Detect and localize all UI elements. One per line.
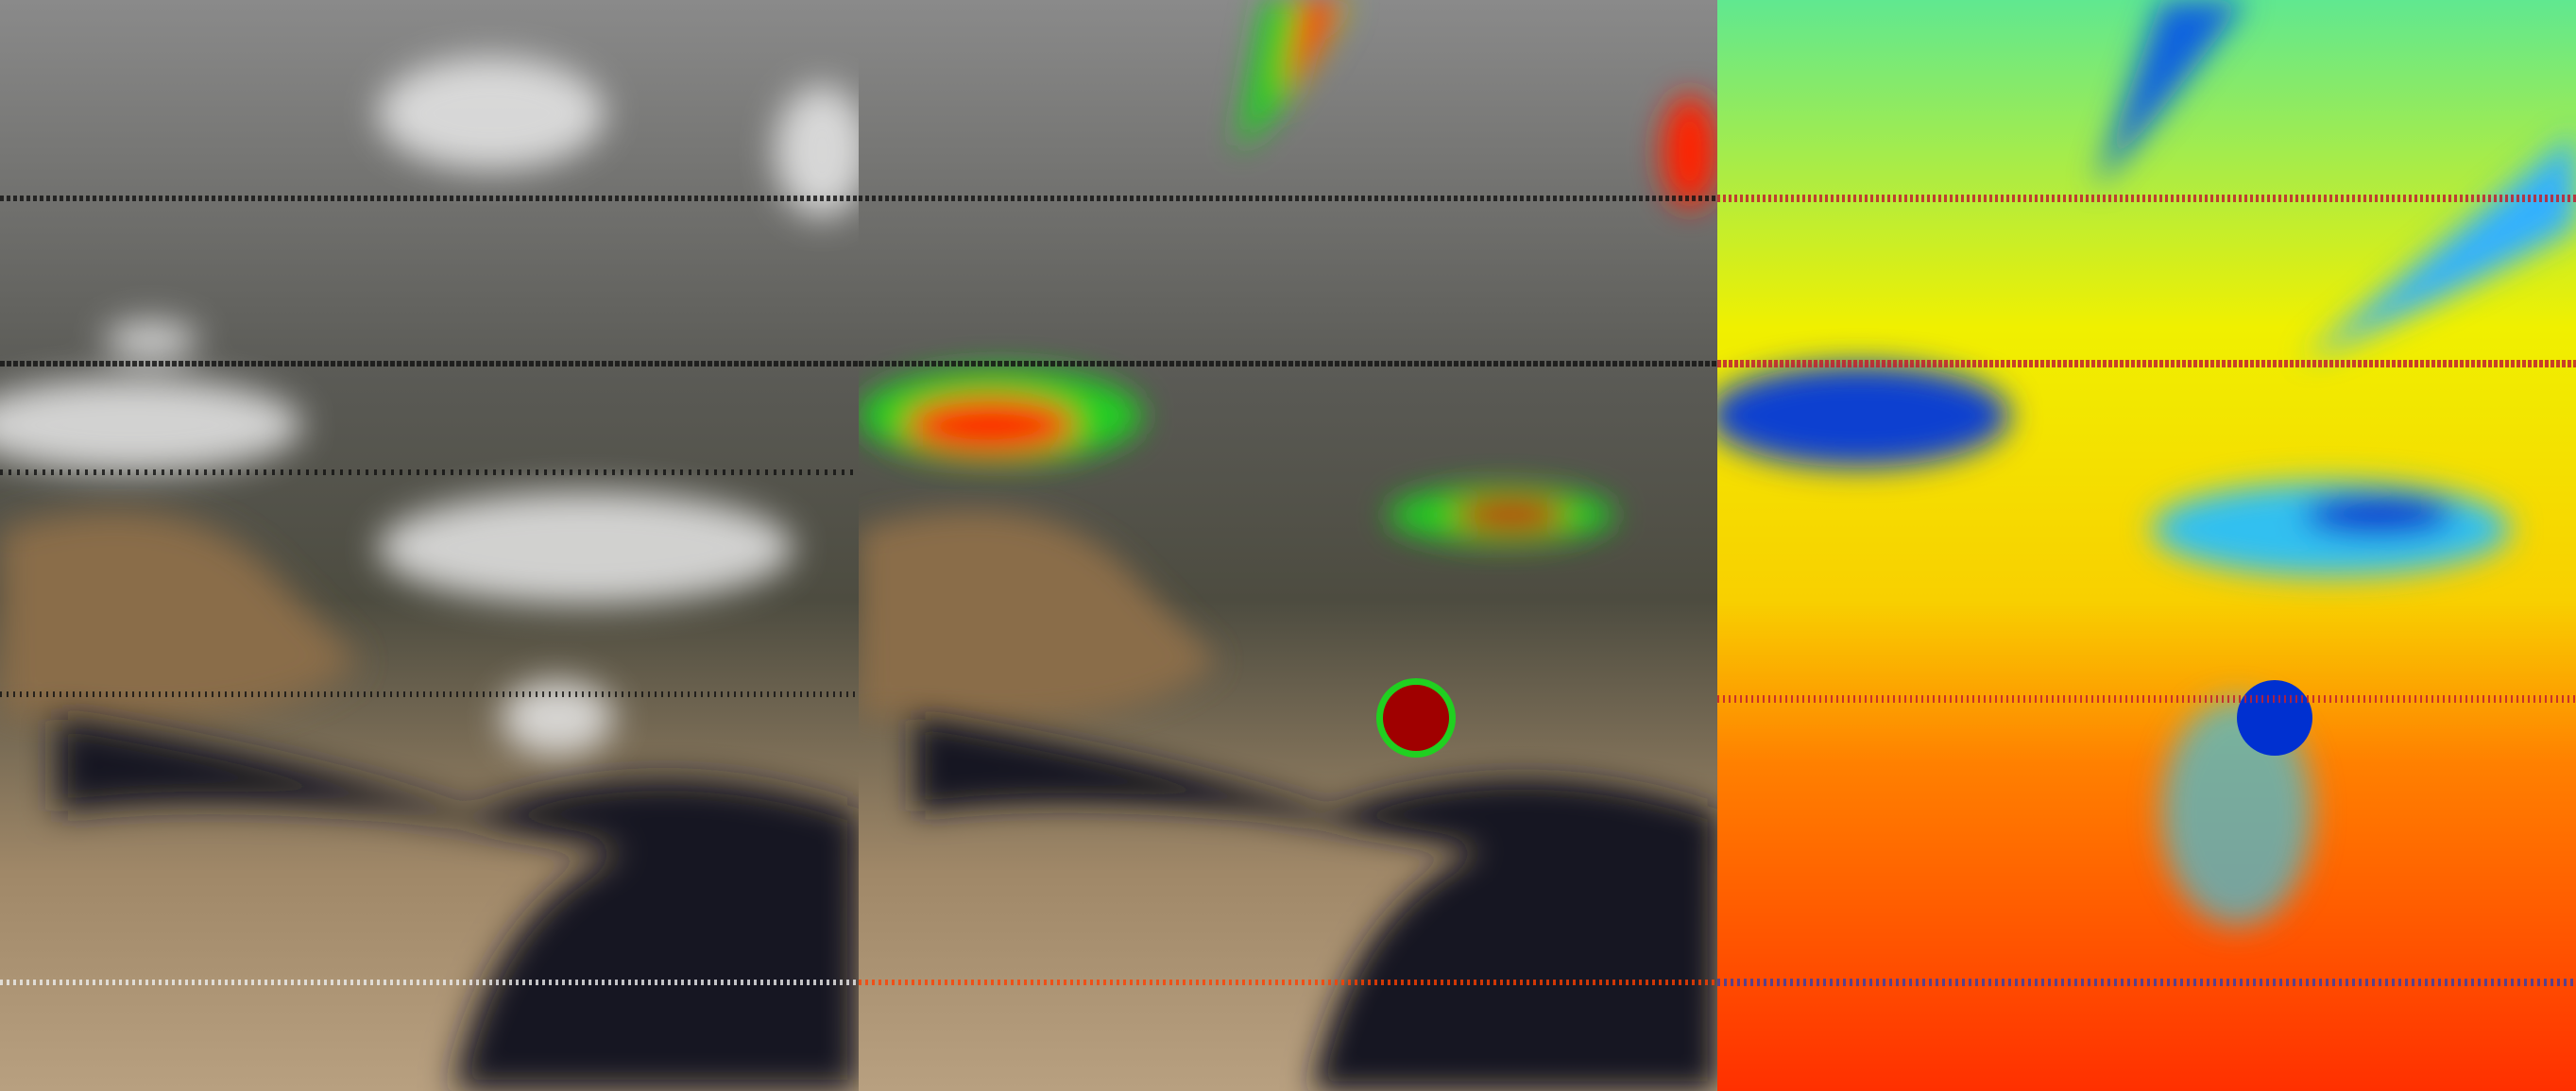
satellite-panel-thermal xyxy=(1717,0,2576,1091)
precipitation-image xyxy=(859,0,1717,1091)
satellite-panel-precipitation xyxy=(859,0,1717,1091)
thermal-image xyxy=(1717,0,2576,1091)
satellite-panel-visible xyxy=(0,0,859,1091)
visible-image xyxy=(0,0,859,1091)
